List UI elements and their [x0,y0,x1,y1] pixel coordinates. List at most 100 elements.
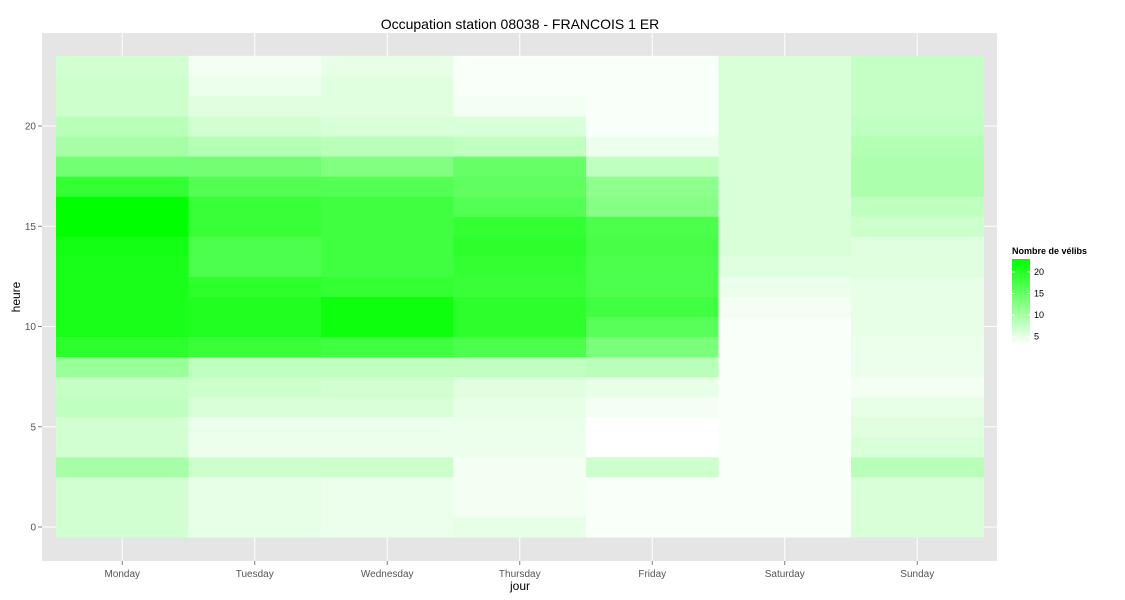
heatmap-cell [321,256,454,277]
heatmap-cell [56,416,189,438]
legend-label: 15 [1034,288,1044,298]
heatmap-cell [586,75,719,97]
heatmap-cell [453,196,587,217]
heatmap-cell [321,516,454,538]
legend-label: 5 [1034,331,1039,341]
heatmap-cell [718,236,852,257]
heatmap-cell [718,316,852,338]
x-tick-label: Tuesday [236,569,274,580]
heatmap-cell [56,115,189,137]
heatmap-cell [453,136,587,157]
heatmap-cell [851,496,984,518]
legend-label: 10 [1034,310,1044,320]
heatmap-cell [321,236,454,257]
color-legend: Nombre de vélibs 5 10 15 20 [1012,246,1087,345]
heatmap-cell [851,376,984,398]
heatmap-cell [188,496,322,518]
heatmap-cell [56,256,189,277]
y-tick-label: 20 [25,122,37,133]
heatmap-cell [453,156,587,177]
heatmap-cell [586,436,719,458]
heatmap-cell [321,456,454,478]
heatmap-cell [321,376,454,398]
heatmap-cell [188,115,322,137]
heatmap-cells [56,55,984,538]
heatmap-cell [718,436,852,458]
heatmap-cell [321,396,454,418]
heatmap-cell [188,416,322,438]
heatmap-cell [188,256,322,277]
heatmap-cell [321,216,454,237]
heatmap-cell [188,156,322,177]
heatmap-cell [453,176,587,197]
heatmap-cell [453,416,587,438]
x-tick-label: Sunday [900,569,934,580]
heatmap-cell [321,115,454,137]
heatmap-cell [586,176,719,197]
heatmap-cell [586,316,719,338]
heatmap-cell [718,276,852,297]
legend-colorbar [1012,259,1030,345]
heatmap-cell [453,256,587,277]
heatmap-cell [851,136,984,157]
heatmap-cell [586,136,719,157]
heatmap-cell [586,115,719,137]
heatmap-cell [453,336,587,358]
heatmap-cell [321,176,454,197]
heatmap-cell [453,516,587,538]
heatmap-cell [56,376,189,398]
heatmap-cell [56,396,189,418]
heatmap-cell [56,476,189,498]
x-tick-label: Wednesday [361,569,414,580]
heatmap-cell [586,496,719,518]
y-tick-label: 15 [25,222,37,233]
y-tick-label: 5 [30,422,36,433]
heatmap-cell [321,156,454,177]
heatmap-cell [718,156,852,177]
heatmap-cell [453,236,587,257]
heatmap-cell [453,75,587,97]
heatmap-cell [586,216,719,237]
heatmap-cell [718,55,852,77]
heatmap-cell [321,356,454,378]
heatmap-cell [321,95,454,117]
heatmap-cell [718,136,852,157]
legend-ticks: 5 10 15 20 [1012,267,1044,341]
x-axis: Monday Tuesday Wednesday Thursday Friday Satu… [104,561,934,580]
heatmap-cell [188,476,322,498]
heatmap-cell [718,516,852,538]
heatmap-cell [851,516,984,538]
legend-title: Nombre de vélibs [1012,246,1087,256]
heatmap-cell [321,316,454,338]
heatmap-cell [188,296,322,317]
heatmap-cell [718,75,852,97]
heatmap-cell [851,416,984,438]
chart-title: Occupation station 08038 - FRANCOIS 1 ER [381,16,660,32]
heatmap-cell [188,316,322,338]
heatmap-cell [453,115,587,137]
heatmap-cell [851,95,984,117]
heatmap-cell [851,316,984,338]
heatmap-cell [56,136,189,157]
heatmap-cell [586,516,719,538]
heatmap-cell [453,95,587,117]
heatmap-cell [453,496,587,518]
heatmap-cell [321,55,454,77]
heatmap-cell [718,296,852,317]
heatmap-cell [586,196,719,217]
heatmap-cell [718,476,852,498]
heatmap-cell [188,516,322,538]
heatmap-cell [851,55,984,77]
heatmap-cell [851,356,984,378]
heatmap-cell [188,376,322,398]
heatmap-cell [56,216,189,237]
heatmap-cell [188,456,322,478]
heatmap-cell [718,496,852,518]
heatmap-cell [453,396,587,418]
heatmap-cell [453,456,587,478]
heatmap-cell [718,416,852,438]
heatmap-cell [56,156,189,177]
heatmap-cell [453,436,587,458]
heatmap-cell [851,296,984,317]
